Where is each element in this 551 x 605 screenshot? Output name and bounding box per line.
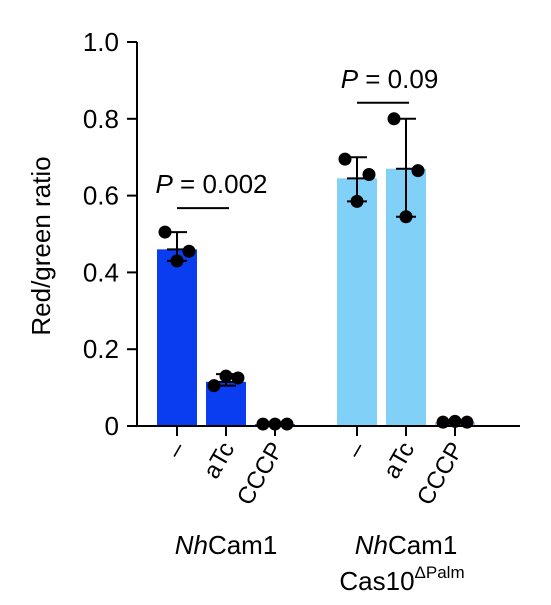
plot-area [157,112,475,431]
data-point [158,225,172,239]
x-category-label: – [341,437,371,463]
p-value-label: P = 0.002 [155,169,267,199]
group-label-rest: Cam1 [388,530,457,560]
data-point [170,254,184,268]
data-point [268,417,282,431]
y-tick-label: 0.6 [83,181,119,211]
bar [337,178,377,426]
data-point [338,152,352,166]
p-value-symbol: P [155,169,173,199]
y-tick-label: 0 [105,411,119,441]
data-point [280,417,294,431]
data-point [399,210,413,224]
group-label-italic: Nh [355,530,388,560]
p-value-text: = 0.002 [173,169,268,199]
y-tick-label: 1.0 [83,27,119,57]
y-tick-label: 0.8 [83,104,119,134]
x-category-label: CCCP [412,438,469,510]
data-point [362,167,376,181]
data-point [219,369,233,383]
data-point [182,244,196,258]
group-label-rest: Cam1 [208,530,277,560]
y-tick-label: 0.4 [83,257,119,287]
y-axis-ticks: 0 0.2 0.4 0.6 0.8 1.0 [83,27,137,441]
data-point [411,164,425,178]
p-value-label: P = 0.09 [341,64,439,94]
data-point [231,371,245,385]
x-category-label: aTc [198,438,240,484]
y-tick-label: 0.2 [83,334,119,364]
group-label-italic: Nh [175,530,208,560]
group-label-line2: Cas10ΔPalm [339,563,464,596]
data-point [350,194,364,208]
y-axis-title: Red/green ratio [26,156,56,335]
group-label: NhCam1 [175,530,278,560]
bar [157,249,197,426]
x-category-label: aTc [378,438,420,484]
group-label-line2-main: Cas10 [339,566,414,596]
group-label-superscript: ΔPalm [415,563,465,582]
p-value-symbol: P [341,64,359,94]
data-point [387,112,401,126]
x-category-label: – [161,437,191,463]
p-value-text: = 0.09 [358,64,438,94]
group-label: NhCam1 [355,530,458,560]
data-point [256,417,270,431]
x-category-label: CCCP [232,438,289,510]
data-point [448,414,462,428]
data-point [207,379,221,393]
